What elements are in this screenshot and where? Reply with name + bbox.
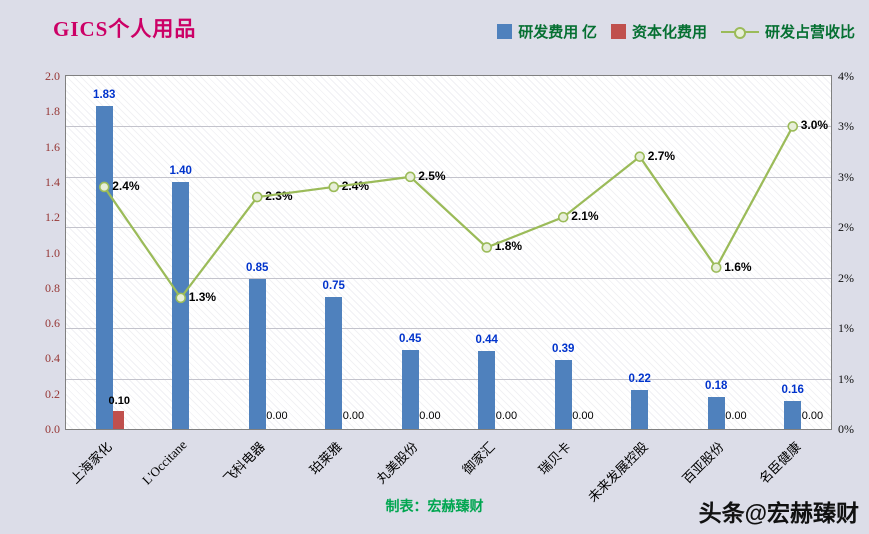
rd-expense-value-label: 0.44 <box>475 334 498 347</box>
left-axis-tick-label: 0.8 <box>45 280 60 295</box>
ratio-point-marker-icon <box>404 171 416 183</box>
revenue-ratio-line <box>98 121 799 304</box>
ratio-point-marker-icon <box>787 121 799 132</box>
gridline <box>66 176 831 178</box>
capitalized-zero-label: 0.00 <box>266 410 288 422</box>
legend-item-capitalized: 资本化费用 <box>610 21 707 42</box>
rd-expense-bar <box>707 397 725 429</box>
ratio-value-label: 2.7% <box>647 148 676 163</box>
capitalized-value-label: 0.10 <box>108 395 130 408</box>
gridline <box>66 227 831 229</box>
ratio-point-marker-icon <box>175 292 187 304</box>
rd-expense-value-label: 0.39 <box>552 343 575 356</box>
chart-legend: 研发费用 亿 资本化费用 研发占营收比 <box>497 21 855 42</box>
left-axis-tick-label: 0.6 <box>45 316 60 331</box>
right-axis-tick-label: 0% <box>838 422 854 436</box>
ratio-point-marker-icon <box>328 181 340 193</box>
legend-item-rd-expense: 研发费用 亿 <box>497 21 597 42</box>
right-axis-tick-label: 3% <box>838 119 854 134</box>
left-axis-tick-label: 1.2 <box>45 210 60 225</box>
left-axis-tick-label: 1.8 <box>45 104 60 119</box>
plot-area: 0.0 0.2 0.4 0.6 0.8 1.0 1.2 1.4 1.6 1.8 2.0 0% 1% 1% 2… <box>45 69 854 505</box>
left-axis-tick-label: 0.0 <box>45 422 60 436</box>
left-axis-tick-label: 1.4 <box>45 174 60 189</box>
gridline <box>66 378 831 380</box>
right-axis-tick-label: 3% <box>838 169 854 184</box>
rd-expense-bar <box>554 360 572 429</box>
rd-expense-value-label: 0.22 <box>628 373 651 386</box>
right-axis-tick-label: 1% <box>838 321 854 336</box>
right-axis-tick-label: 2% <box>838 220 854 235</box>
left-axis-tick-label: 1.6 <box>45 139 60 154</box>
rd-expense-bar <box>478 351 496 429</box>
rd-expense-bar <box>325 296 343 429</box>
rd-expense-bar <box>784 400 802 429</box>
rd-expense-value-label: 0.16 <box>781 383 804 396</box>
credit-text: 制表：宏赫臻财 <box>385 500 484 515</box>
chart-title: GICS个人用品 <box>53 17 197 41</box>
capitalized-bar <box>113 411 125 429</box>
left-axis-tick-label: 0.4 <box>45 351 60 366</box>
left-axis-tick-label: 1.0 <box>45 245 60 260</box>
ratio-value-label: 3.0% <box>800 118 829 133</box>
ratio-value-label: 2.5% <box>418 168 446 183</box>
gridline <box>66 277 831 279</box>
capitalized-zero-label: 0.00 <box>572 410 594 422</box>
legend-label-capitalized: 资本化费用 <box>631 25 707 41</box>
rd-expense-bar <box>401 349 419 429</box>
capitalized-zero-label: 0.00 <box>342 410 365 422</box>
right-axis-tick-label: 4% <box>838 69 854 83</box>
ratio-point-marker-icon <box>251 191 263 203</box>
watermark-text: 头条@宏赫臻财 <box>698 500 859 526</box>
ratio-point-marker-icon <box>98 181 110 193</box>
rd-expense-value-label: 1.83 <box>93 89 116 101</box>
legend-item-ratio: 研发占营收比 <box>720 21 855 42</box>
capitalized-zero-label: 0.00 <box>495 410 518 422</box>
ratio-point-marker-icon <box>481 242 493 253</box>
ratio-value-label: 2.1% <box>571 209 599 224</box>
right-axis-tick-label: 2% <box>838 270 854 285</box>
rd-expense-bar <box>172 181 190 429</box>
ratio-line-marker-icon <box>720 30 759 33</box>
ratio-value-label: 1.8% <box>494 239 523 254</box>
legend-label-rd-expense: 研发费用 亿 <box>518 25 597 41</box>
ratio-point-marker-icon <box>557 211 569 223</box>
capitalized-zero-label: 0.00 <box>725 410 747 422</box>
ratio-value-label: 2.4% <box>112 178 140 193</box>
rd-expense-bar <box>248 278 266 429</box>
left-axis-tick-label: 0.2 <box>45 386 60 401</box>
right-axis-tick-label: 1% <box>838 371 854 386</box>
rd-expense-value-label: 0.75 <box>322 279 345 292</box>
capitalized-zero-label: 0.00 <box>419 410 441 422</box>
rd-expense-value-label: 0.85 <box>246 261 269 274</box>
rd-expense-value-label: 0.18 <box>705 380 728 393</box>
capitalized-zero-label: 0.00 <box>801 410 824 422</box>
ratio-value-label: 1.6% <box>724 259 752 274</box>
gridline <box>66 126 831 128</box>
left-axis-tick-label: 2.0 <box>45 69 60 83</box>
capitalized-swatch-icon <box>610 24 626 39</box>
rd-expense-bar <box>631 390 649 429</box>
ratio-point-marker-icon <box>634 151 646 162</box>
ratio-value-label: 1.3% <box>188 289 217 304</box>
legend-label-ratio: 研发占营收比 <box>764 25 855 41</box>
rd-expense-swatch-icon <box>497 24 513 39</box>
rd-expense-value-label: 1.40 <box>169 164 192 177</box>
gridline <box>66 328 831 330</box>
rd-expense-value-label: 0.45 <box>399 332 422 345</box>
ratio-point-marker-icon <box>710 262 722 273</box>
